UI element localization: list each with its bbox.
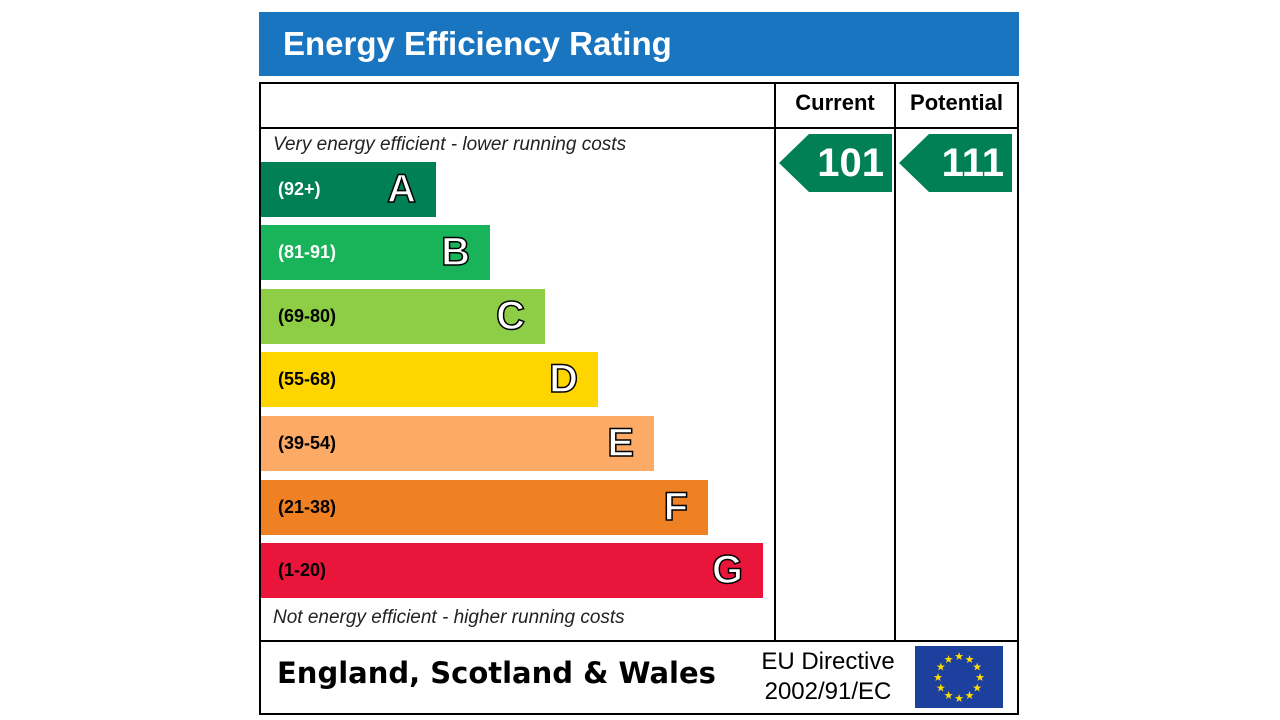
bottom-note: Not energy efficient - higher running co… bbox=[273, 607, 625, 628]
chart-title: Energy Efficiency Rating bbox=[259, 12, 1019, 76]
rating-frame bbox=[259, 82, 1019, 715]
star-icon: ★ bbox=[936, 683, 946, 695]
band-b: (81-91) B bbox=[261, 225, 490, 280]
band-range: (81-91) bbox=[278, 242, 337, 262]
band-range: (92+) bbox=[278, 179, 321, 199]
directive-line2: 2002/91/EC bbox=[764, 678, 892, 705]
band-f: (21-38) F bbox=[261, 480, 708, 535]
star-icon: ★ bbox=[944, 690, 954, 702]
band-range: (1-20) bbox=[278, 560, 327, 580]
star-icon: ★ bbox=[965, 654, 975, 666]
star-icon: ★ bbox=[954, 651, 964, 663]
band-a: (92+) A bbox=[261, 162, 436, 217]
star-icon: ★ bbox=[972, 683, 982, 695]
band-range: (39-54) bbox=[278, 433, 337, 453]
star-icon: ★ bbox=[975, 672, 985, 684]
star-icon: ★ bbox=[944, 654, 954, 666]
band-letter: B bbox=[440, 229, 470, 275]
star-icon: ★ bbox=[954, 693, 964, 705]
band-c: (69-80) C bbox=[261, 289, 545, 344]
directive-line1: EU Directive bbox=[761, 648, 895, 675]
band-letter: A bbox=[386, 166, 416, 212]
band-d: (55-68) D bbox=[261, 352, 598, 407]
band-letter: F bbox=[663, 484, 689, 530]
star-icon: ★ bbox=[933, 672, 943, 684]
star-icon: ★ bbox=[972, 662, 982, 674]
star-icon: ★ bbox=[936, 662, 946, 674]
band-letter: G bbox=[711, 547, 744, 593]
column-divider bbox=[894, 82, 896, 642]
band-letter: C bbox=[495, 293, 525, 339]
star-icon: ★ bbox=[965, 690, 975, 702]
band-g: (1-20) G bbox=[261, 543, 763, 598]
eu-directive: EU Directive 2002/91/EC bbox=[752, 647, 904, 707]
current-header: Current bbox=[795, 90, 875, 115]
band-letter: E bbox=[607, 420, 635, 466]
potential-header: Potential bbox=[910, 90, 1003, 115]
potential-rating-arrow: 111 bbox=[899, 134, 1012, 192]
top-note: Very energy efficient - lower running co… bbox=[273, 134, 627, 155]
region-label: England, Scotland & Wales bbox=[277, 656, 716, 690]
band-range: (21-38) bbox=[278, 497, 337, 517]
band-letter: D bbox=[548, 356, 578, 402]
eu-flag-icon: ★ ★★★★★★★★★★★ bbox=[915, 646, 1003, 708]
footer-divider bbox=[259, 640, 1019, 642]
header-divider bbox=[259, 127, 1019, 129]
band-range: (55-68) bbox=[278, 369, 337, 389]
band-e: (39-54) E bbox=[261, 416, 654, 471]
column-divider bbox=[774, 82, 776, 642]
band-range: (69-80) bbox=[278, 306, 337, 326]
